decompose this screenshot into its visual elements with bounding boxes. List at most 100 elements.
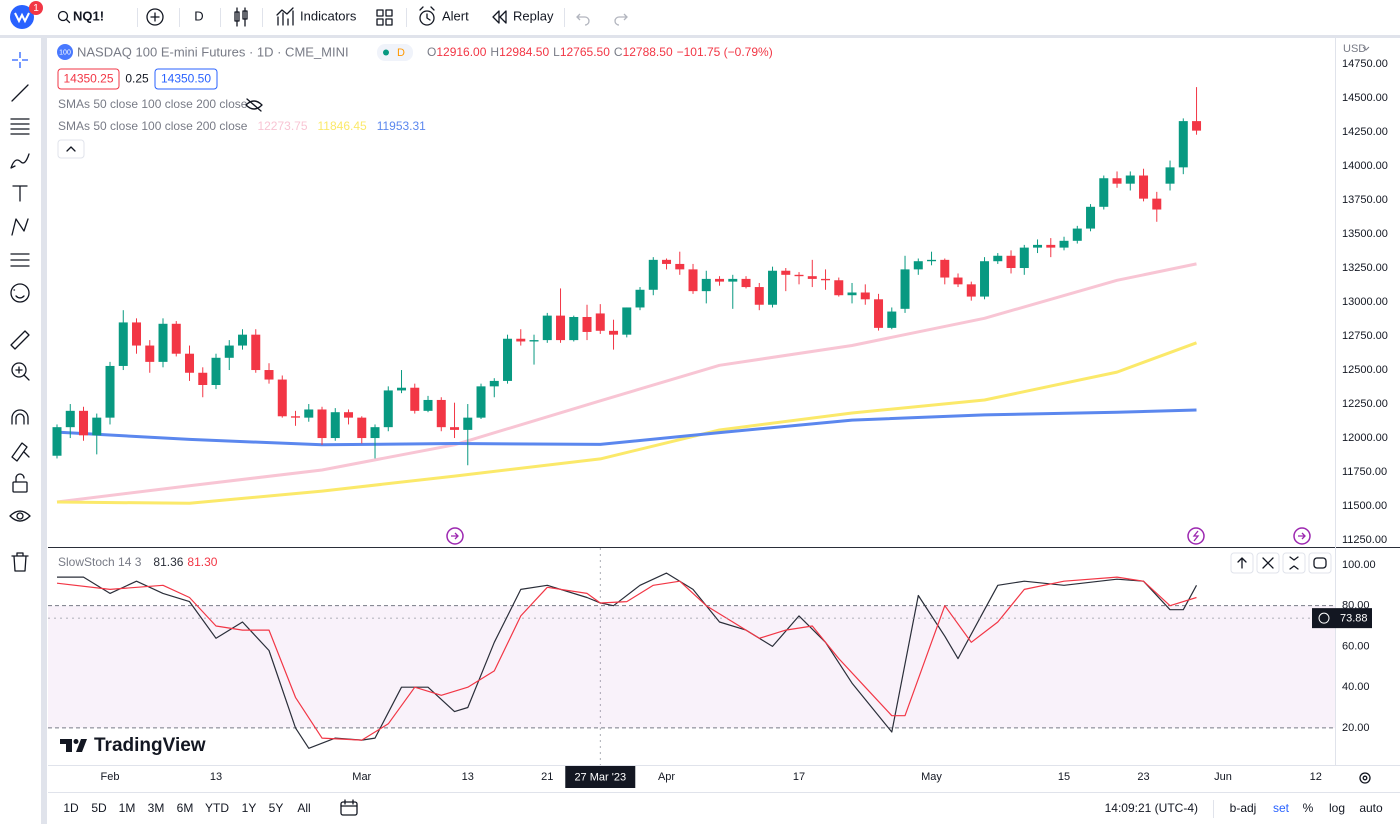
compare-button[interactable]: [146, 8, 164, 26]
magnet-tool[interactable]: [11, 409, 29, 425]
indicators-button[interactable]: Indicators: [300, 8, 357, 23]
range-button[interactable]: 1M: [119, 801, 136, 815]
chart-type-button[interactable]: [234, 7, 248, 27]
maximize-pane[interactable]: [1308, 552, 1332, 574]
candle-body: [582, 316, 592, 332]
x-tick-label: 17: [793, 771, 805, 783]
collapse-legend-button[interactable]: [57, 139, 85, 159]
redo-button[interactable]: [614, 13, 628, 26]
indicator-value: 81.30: [187, 555, 217, 569]
event-icon: [1298, 532, 1306, 540]
y-tick-label: 14750.00: [1342, 58, 1388, 70]
settings-button[interactable]: [1359, 772, 1371, 784]
symbol-logo-text: 100: [59, 49, 71, 56]
zoom-tool[interactable]: [11, 362, 27, 378]
candle-body: [503, 338, 513, 381]
bid-box[interactable]: [57, 68, 120, 90]
replay-button[interactable]: Replay: [513, 8, 554, 23]
y-tick-label: 13000.00: [1342, 296, 1388, 308]
range-button[interactable]: 1Y: [242, 801, 257, 815]
collapse-icon: [66, 146, 76, 152]
undo-button[interactable]: [576, 13, 590, 26]
hide-tool[interactable]: [9, 510, 31, 522]
range-button[interactable]: 6M: [177, 801, 194, 815]
candle-body: [927, 259, 937, 262]
range-button[interactable]: 5D: [91, 801, 107, 815]
fib-tool[interactable]: [10, 118, 30, 135]
add-alert-icon[interactable]: [1318, 612, 1330, 624]
scale-option[interactable]: auto: [1359, 801, 1383, 815]
y-tick-label: 13250.00: [1342, 262, 1388, 274]
text-tool[interactable]: [12, 185, 28, 202]
notification-badge: [29, 1, 43, 15]
range-button[interactable]: 3M: [148, 801, 165, 815]
collapse-pane[interactable]: [1282, 552, 1306, 574]
market-status-dot: [383, 49, 389, 56]
candle-body: [887, 311, 897, 328]
candle-body: [105, 365, 115, 418]
icon-tool[interactable]: [10, 283, 30, 303]
range-button[interactable]: 5Y: [269, 801, 284, 815]
event-markers: [446, 527, 1311, 545]
remove-tool[interactable]: [11, 552, 29, 572]
crosshair-tool[interactable]: [12, 52, 28, 68]
candle-body: [834, 280, 844, 296]
y-tick-label: 12250.00: [1342, 398, 1388, 410]
currency-label[interactable]: USD: [1343, 43, 1366, 55]
watermark-text: TradingView: [94, 735, 206, 756]
scale-option[interactable]: set: [1273, 801, 1290, 815]
scale-option[interactable]: b-adj: [1230, 801, 1257, 815]
ask-box[interactable]: [154, 68, 218, 90]
pattern-tool[interactable]: [11, 218, 29, 236]
indicators-icon[interactable]: [276, 7, 294, 26]
ohlc-value: 12788.50: [623, 45, 673, 59]
ohlc-value: 12984.50: [499, 45, 549, 59]
avatar-logo: [14, 12, 30, 24]
candle-body: [980, 261, 990, 297]
indicator-line: [57, 572, 1198, 749]
scale-option[interactable]: log: [1329, 801, 1345, 815]
ruler-tool[interactable]: [10, 330, 30, 350]
y-tick-label: 12000.00: [1342, 432, 1388, 444]
x-tick-label: Jun: [1214, 771, 1232, 783]
candle-body: [423, 399, 433, 411]
bottom-bar: 14:09:21 (UTC-4) 1D 5D 1M 3M 6M YTD 1Y 5Y All b-a…: [63, 799, 1383, 818]
lock-tool-shackle: [15, 473, 25, 483]
templates-button[interactable]: [376, 9, 393, 26]
alert-button[interactable]: Alert: [442, 8, 469, 23]
brush-tool[interactable]: [10, 153, 30, 169]
ohlc-value: 12916.00: [436, 45, 486, 59]
candle-body: [847, 292, 857, 296]
candle-body: [317, 409, 327, 439]
alert-icon[interactable]: [419, 10, 435, 26]
candle-body: [1059, 240, 1069, 248]
replay-icon[interactable]: [492, 10, 507, 24]
interval-badge: D: [397, 47, 405, 59]
hidden-icon[interactable]: [245, 98, 263, 112]
y-tick-label: 14500.00: [1342, 92, 1388, 104]
market-status: [377, 44, 413, 61]
candle-body: [224, 345, 234, 358]
symbol-search[interactable]: NQ1!: [73, 8, 104, 23]
candle-body: [741, 278, 751, 288]
stay-drawing-tool[interactable]: [11, 442, 30, 462]
event-icon: [451, 532, 459, 540]
range-button[interactable]: 1D: [63, 801, 79, 815]
candle-body: [821, 278, 831, 281]
candle-body: [463, 417, 473, 430]
lock-tool[interactable]: [12, 481, 28, 493]
range-button[interactable]: YTD: [205, 801, 229, 815]
trend-line-tool[interactable]: [11, 84, 29, 102]
y-tick-label: 40.00: [1342, 681, 1370, 693]
go-to-date-button[interactable]: [340, 801, 358, 816]
sidebar-divider: [41, 38, 47, 824]
x-tick-label: 13: [210, 771, 222, 783]
scale-option[interactable]: %: [1303, 801, 1314, 815]
indicator-line: [56, 576, 1197, 741]
candle-body: [357, 417, 367, 439]
range-button[interactable]: All: [297, 801, 310, 815]
interval-button[interactable]: D: [194, 8, 203, 23]
prediction-tool[interactable]: [10, 253, 30, 267]
crosshair-price: 73.88: [1340, 613, 1368, 625]
candle-body: [542, 315, 552, 341]
